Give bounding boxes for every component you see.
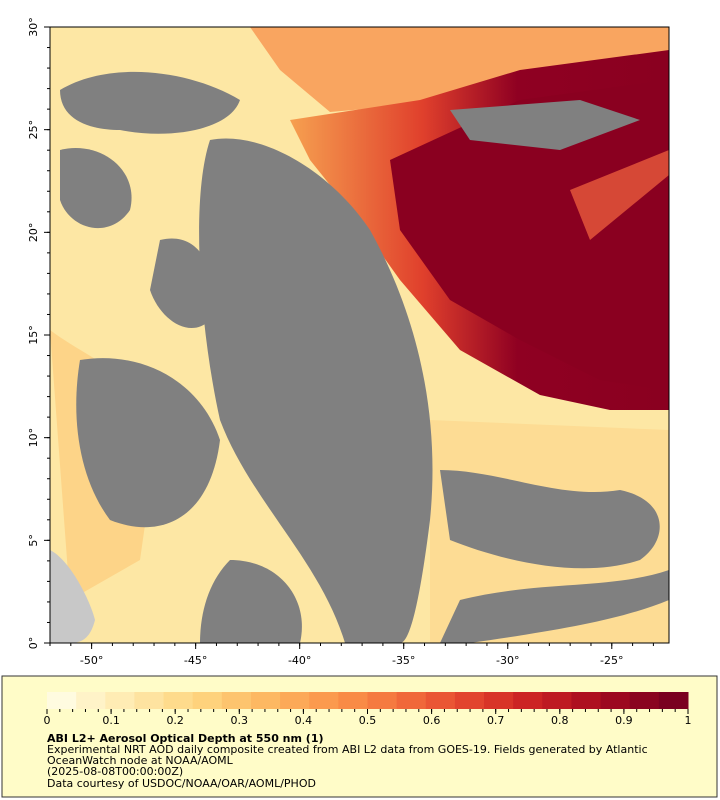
caption-title: ABI L2+ Aerosol Optical Depth at 550 nm … <box>47 732 324 745</box>
x-tick-label: -30° <box>496 654 519 667</box>
colorbar: 0 0.1 0.2 0.3 0.4 0.5 0.6 0.7 0.8 0.9 1 <box>44 692 692 727</box>
aod-field <box>50 27 669 643</box>
colorbar-swatch <box>192 692 223 709</box>
colorbar-swatch <box>47 692 77 709</box>
colorbar-swatch <box>367 692 398 709</box>
colorbar-tick-label: 0.8 <box>551 714 569 727</box>
y-tick-label: 10° <box>27 428 40 448</box>
x-tick-label: -25° <box>600 654 623 667</box>
colorbar-swatch <box>571 692 602 709</box>
colorbar-tick-label: 0.1 <box>102 714 120 727</box>
colorbar-tick-label: 0.9 <box>615 714 633 727</box>
colorbar-swatch <box>542 692 572 709</box>
colorbar-swatch <box>250 692 281 709</box>
y-tick-label: 15° <box>27 325 40 345</box>
colorbar-swatch <box>425 692 456 709</box>
y-tick-label: 25° <box>27 120 40 140</box>
y-tick-label: 30° <box>27 17 40 37</box>
colorbar-swatch <box>454 692 485 709</box>
colorbar-tick-label: 0.3 <box>231 714 249 727</box>
colorbar-tick-label: 0.6 <box>423 714 441 727</box>
y-tick-label: 0° <box>27 637 40 650</box>
colorbar-swatch <box>600 692 631 709</box>
x-tick-label: -35° <box>392 654 415 667</box>
colorbar-swatch <box>76 692 106 709</box>
colorbar-swatch <box>658 692 689 709</box>
x-tick-label: -45° <box>184 654 207 667</box>
colorbar-swatch <box>513 692 543 709</box>
colorbar-swatch <box>484 692 514 709</box>
colorbar-tick-label: 0.4 <box>295 714 313 727</box>
y-tick-label: 20° <box>27 223 40 243</box>
colorbar-tick-label: 0 <box>44 714 51 727</box>
colorbar-tick-label: 0.7 <box>487 714 505 727</box>
x-tick-label: -40° <box>288 654 311 667</box>
colorbar-swatch <box>163 692 194 709</box>
colorbar-tick-label: 1 <box>685 714 692 727</box>
caption-line: OceanWatch node at NOAA/AOML <box>47 754 234 767</box>
caption-line: (2025-08-08T00:00:00Z) <box>47 765 183 778</box>
colorbar-tick-label: 0.2 <box>166 714 184 727</box>
colorbar-swatch <box>134 692 165 709</box>
colorbar-swatch <box>396 692 427 709</box>
colorbar-swatch <box>105 692 135 709</box>
colorbar-swatch <box>280 692 310 709</box>
colorbar-swatch <box>309 692 339 709</box>
colorbar-swatch <box>629 692 660 709</box>
y-tick-label: 5° <box>27 534 40 547</box>
caption-line: Data courtesy of USDOC/NOAA/OAR/AOML/PHO… <box>47 777 316 790</box>
caption-line: Experimental NRT AOD daily composite cre… <box>47 743 648 756</box>
colorbar-tick-label: 0.5 <box>359 714 377 727</box>
x-tick-label: -50° <box>80 654 103 667</box>
colorbar-swatch <box>221 692 252 709</box>
colorbar-swatch <box>338 692 368 709</box>
